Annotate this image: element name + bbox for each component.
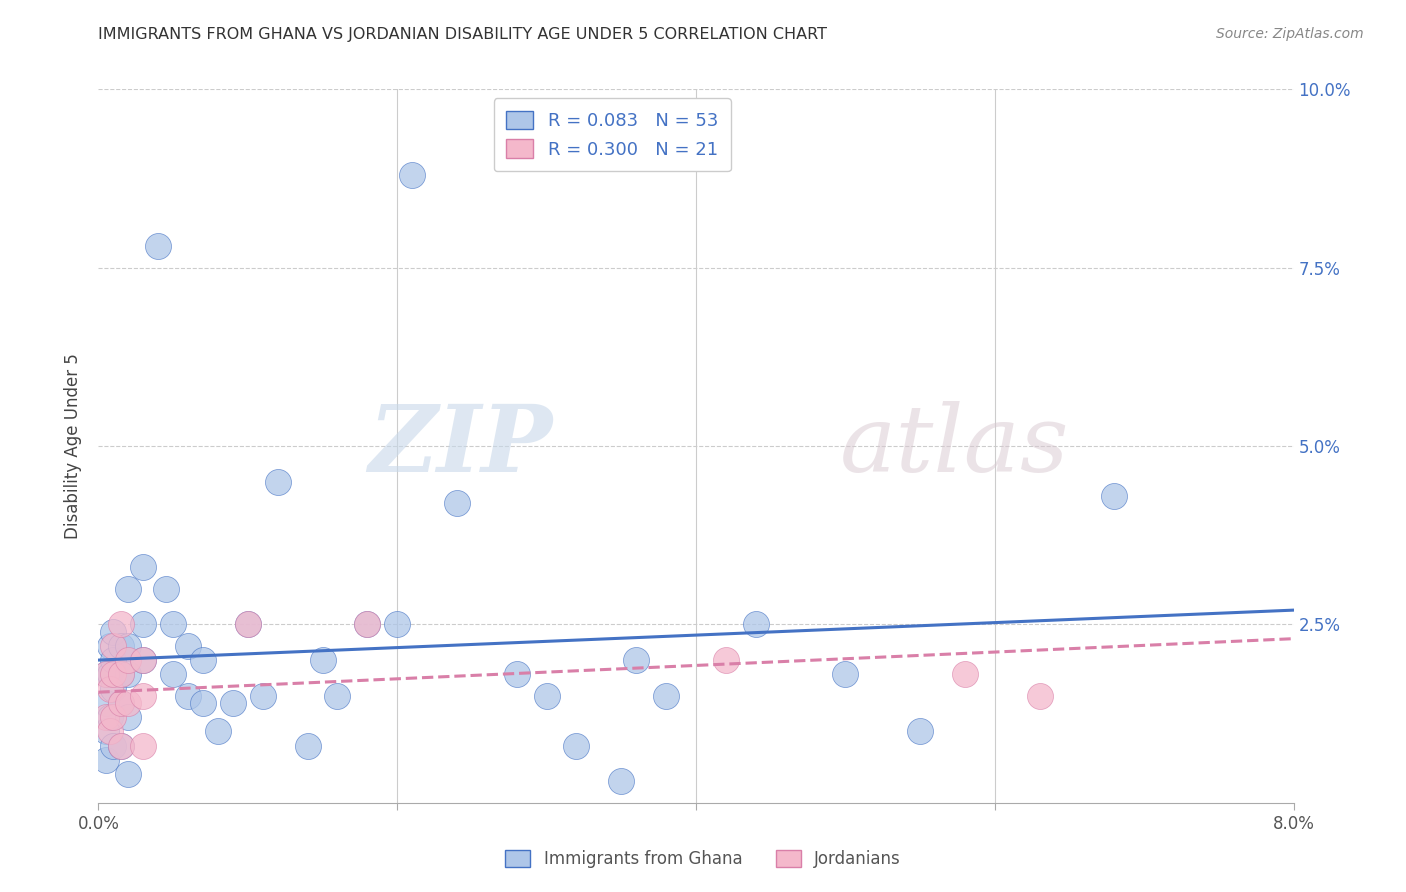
Point [117, 667, 139, 681]
Point [446, 496, 468, 510]
Point [132, 653, 155, 667]
Point [110, 617, 132, 632]
Point [565, 739, 588, 753]
Point [94, 667, 117, 681]
Text: IMMIGRANTS FROM GHANA VS JORDANIAN DISABILITY AGE UNDER 5 CORRELATION CHART: IMMIGRANTS FROM GHANA VS JORDANIAN DISAB… [98, 27, 827, 42]
Point [94, 710, 117, 724]
Point [103, 710, 125, 724]
Point [267, 475, 290, 489]
Point [103, 739, 125, 753]
Point [207, 724, 229, 739]
Point [834, 667, 856, 681]
Point [103, 681, 125, 696]
Point [110, 667, 132, 681]
Point [953, 667, 976, 681]
Point [311, 653, 333, 667]
Point [236, 617, 259, 632]
Legend: Immigrants from Ghana, Jordanians: Immigrants from Ghana, Jordanians [499, 843, 907, 875]
Point [714, 653, 737, 667]
Point [908, 724, 931, 739]
Point [103, 639, 125, 653]
Text: Source: ZipAtlas.com: Source: ZipAtlas.com [1216, 27, 1364, 41]
Point [110, 739, 132, 753]
Point [326, 689, 349, 703]
Point [110, 696, 132, 710]
Point [110, 696, 132, 710]
Point [655, 689, 678, 703]
Point [162, 667, 184, 681]
Point [110, 639, 132, 653]
Point [236, 617, 259, 632]
Point [98, 667, 122, 681]
Point [132, 689, 155, 703]
Point [132, 560, 155, 574]
Point [624, 653, 647, 667]
Point [117, 710, 139, 724]
Point [1102, 489, 1125, 503]
Point [191, 653, 214, 667]
Point [610, 774, 633, 789]
Point [117, 639, 139, 653]
Point [132, 739, 155, 753]
Point [117, 582, 139, 596]
Point [297, 739, 319, 753]
Point [94, 667, 117, 681]
Point [117, 653, 139, 667]
Y-axis label: Disability Age Under 5: Disability Age Under 5 [65, 353, 83, 539]
Point [117, 696, 139, 710]
Point [1028, 689, 1050, 703]
Point [506, 667, 529, 681]
Point [177, 639, 200, 653]
Point [110, 667, 132, 681]
Point [191, 696, 214, 710]
Point [162, 617, 184, 632]
Point [103, 653, 125, 667]
Point [94, 724, 117, 739]
Point [356, 617, 378, 632]
Point [401, 168, 423, 182]
Point [98, 639, 122, 653]
Point [98, 710, 122, 724]
Point [385, 617, 409, 632]
Point [98, 681, 122, 696]
Point [745, 617, 768, 632]
Point [103, 624, 125, 639]
Point [356, 617, 378, 632]
Point [222, 696, 245, 710]
Point [155, 582, 177, 596]
Point [132, 653, 155, 667]
Point [110, 739, 132, 753]
Point [98, 724, 122, 739]
Legend: R = 0.083   N = 53, R = 0.300   N = 21: R = 0.083 N = 53, R = 0.300 N = 21 [494, 98, 731, 171]
Point [132, 617, 155, 632]
Point [117, 767, 139, 781]
Point [94, 753, 117, 767]
Point [148, 239, 170, 253]
Point [94, 696, 117, 710]
Point [103, 667, 125, 681]
Point [177, 689, 200, 703]
Point [536, 689, 558, 703]
Text: atlas: atlas [839, 401, 1069, 491]
Text: ZIP: ZIP [368, 401, 553, 491]
Point [252, 689, 274, 703]
